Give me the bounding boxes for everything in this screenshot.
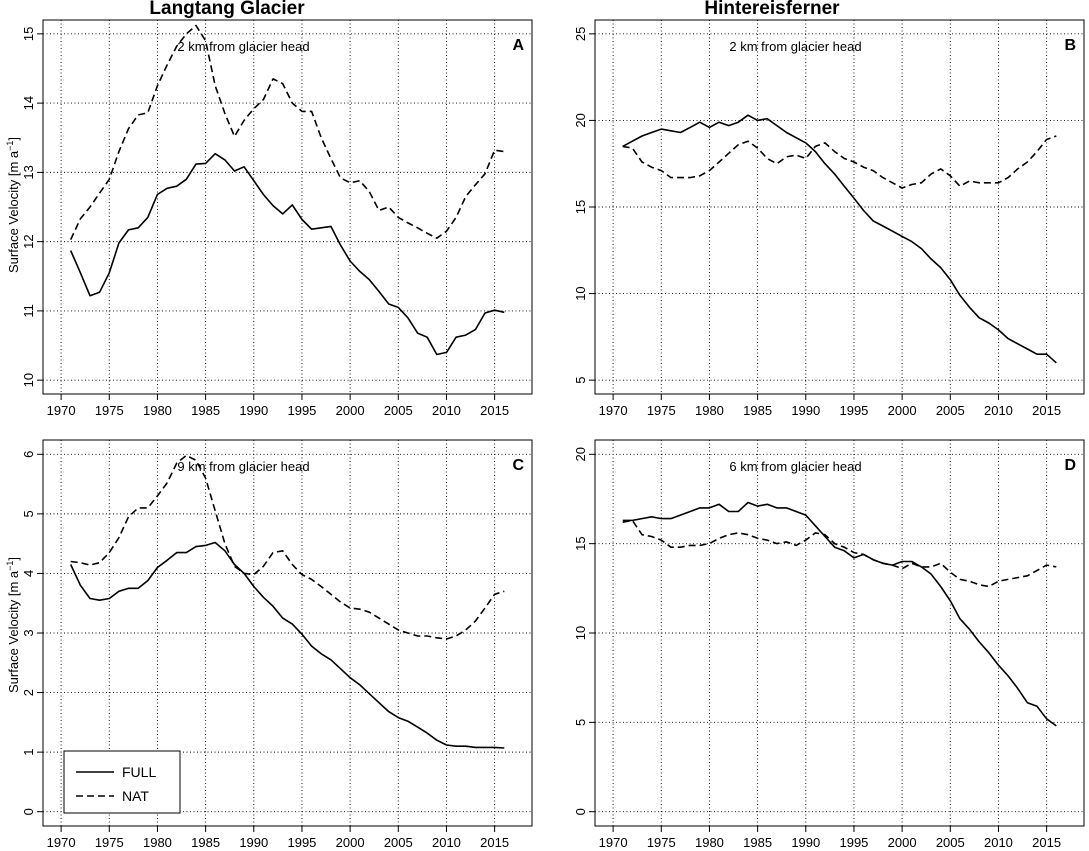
panel-label-d: D bbox=[1064, 457, 1076, 474]
x-tick-label: 1995 bbox=[839, 835, 868, 850]
x-tick-label: 2010 bbox=[432, 835, 461, 850]
y-tick-label: 0 bbox=[573, 808, 588, 815]
x-tick-label: 1970 bbox=[47, 835, 76, 850]
y-tick-label: 10 bbox=[573, 626, 588, 640]
y-axis-label-top: Surface Velocity [m a−1] bbox=[5, 137, 21, 273]
x-tick-label: 1970 bbox=[599, 835, 628, 850]
y-tick-label: 11 bbox=[21, 304, 36, 318]
panel-a: 1970 1975 1980 1985 1990 1995 2000 2005 2010 2015… bbox=[21, 19, 533, 418]
y-tick-label: 25 bbox=[573, 27, 588, 41]
annotation-a: 2 km from glacier head bbox=[177, 39, 309, 54]
x-tick-label: 1990 bbox=[239, 403, 268, 418]
y-tick-label: 5 bbox=[21, 510, 36, 517]
y-tick-label: 12 bbox=[21, 234, 36, 248]
x-tick-label: 2015 bbox=[1032, 835, 1061, 850]
y-tick-label: 4 bbox=[21, 570, 36, 577]
x-tick-label: 2005 bbox=[936, 835, 965, 850]
y-tick-label: 15 bbox=[573, 536, 588, 550]
x-tick-label: 1980 bbox=[695, 403, 724, 418]
x-tick-label: 2010 bbox=[984, 403, 1013, 418]
x-tick-label: 1975 bbox=[95, 403, 124, 418]
panel-c: 1970 1975 1980 1985 1990 1995 2000 2005 2010 2015… bbox=[21, 439, 533, 850]
column-title-langtang: Langtang Glacier bbox=[149, 0, 305, 19]
x-tick-label: 2005 bbox=[936, 403, 965, 418]
x-tick-label: 1995 bbox=[287, 835, 316, 850]
panel-d: 1970 1975 1980 1985 1990 1995 2000 2005 2010 2015… bbox=[573, 439, 1085, 850]
x-tick-label: 2015 bbox=[480, 835, 509, 850]
x-tick-label: 1995 bbox=[287, 403, 316, 418]
x-tick-label: 1975 bbox=[95, 835, 124, 850]
x-tick-label: 2000 bbox=[336, 403, 365, 418]
y-tick-label: 10 bbox=[573, 286, 588, 300]
plot-frame-c bbox=[42, 439, 533, 827]
x-tick-label: 2000 bbox=[888, 403, 917, 418]
y-tick-label: 14 bbox=[21, 96, 36, 110]
series-line-nat-b bbox=[622, 135, 1057, 189]
series-line-full-b bbox=[622, 114, 1057, 364]
y-tick-label: 3 bbox=[21, 629, 36, 636]
x-tick-label: 2015 bbox=[1032, 403, 1061, 418]
x-tick-label: 2005 bbox=[384, 835, 413, 850]
legend: FULL NAT bbox=[63, 750, 181, 814]
annotation-c: 9 km from glacier head bbox=[177, 459, 309, 474]
legend-box bbox=[63, 750, 181, 814]
plot-frame-a bbox=[42, 19, 533, 395]
plot-frame-d bbox=[594, 439, 1085, 827]
y-tick-label: 5 bbox=[573, 377, 588, 384]
y-tick-label: 13 bbox=[21, 165, 36, 179]
y-tick-label: 0 bbox=[21, 808, 36, 815]
y-tick-label: 20 bbox=[573, 447, 588, 461]
x-tick-label: 1990 bbox=[791, 403, 820, 418]
x-tick-label: 1980 bbox=[143, 835, 172, 850]
annotation-b: 2 km from glacier head bbox=[729, 39, 861, 54]
x-tick-label: 2015 bbox=[480, 403, 509, 418]
x-tick-label: 2000 bbox=[888, 835, 917, 850]
series-line-full-d bbox=[622, 501, 1057, 727]
y-tick-label: 2 bbox=[21, 689, 36, 696]
x-tick-label: 1995 bbox=[839, 403, 868, 418]
series-line-full-a bbox=[69, 152, 505, 356]
y-tick-label: 1 bbox=[21, 749, 36, 756]
x-tick-label: 2005 bbox=[384, 403, 413, 418]
y-tick-label: 6 bbox=[21, 451, 36, 458]
panel-label-b: B bbox=[1064, 37, 1076, 54]
y-tick-label: 5 bbox=[573, 719, 588, 726]
y-tick-label: 10 bbox=[21, 373, 36, 387]
panel-label-c: C bbox=[512, 457, 524, 474]
x-tick-label: 2010 bbox=[432, 403, 461, 418]
x-tick-label: 1980 bbox=[143, 403, 172, 418]
y-tick-label: 15 bbox=[573, 200, 588, 214]
legend-nat-label: NAT bbox=[122, 788, 149, 804]
x-tick-label: 1985 bbox=[743, 403, 772, 418]
x-tick-label: 1985 bbox=[743, 835, 772, 850]
x-tick-label: 1990 bbox=[239, 835, 268, 850]
series-line-full-c bbox=[69, 541, 505, 749]
y-tick-label: 15 bbox=[21, 27, 36, 41]
x-tick-label: 1975 bbox=[647, 403, 676, 418]
x-tick-label: 1985 bbox=[191, 403, 220, 418]
annotation-d: 6 km from glacier head bbox=[729, 459, 861, 474]
y-axis-label-bottom: Surface Velocity [m a−1] bbox=[5, 557, 21, 693]
plot-frame-b bbox=[594, 19, 1085, 395]
series-line-nat-a bbox=[69, 24, 505, 240]
series-line-nat-c bbox=[70, 454, 505, 640]
panel-label-a: A bbox=[512, 37, 524, 54]
x-tick-label: 1985 bbox=[191, 835, 220, 850]
column-title-hintereisferner: Hintereisferner bbox=[704, 0, 840, 19]
x-tick-label: 1970 bbox=[599, 403, 628, 418]
y-tick-label: 20 bbox=[573, 113, 588, 127]
legend-full-label: FULL bbox=[122, 764, 156, 780]
x-tick-label: 1975 bbox=[647, 835, 676, 850]
x-tick-label: 1990 bbox=[791, 835, 820, 850]
panel-b: 1970 1975 1980 1985 1990 1995 2000 2005 2010 2015… bbox=[573, 19, 1085, 418]
x-tick-label: 1980 bbox=[695, 835, 724, 850]
x-tick-label: 2000 bbox=[336, 835, 365, 850]
x-tick-label: 1970 bbox=[47, 403, 76, 418]
x-tick-label: 2010 bbox=[984, 835, 1013, 850]
series-line-nat-d bbox=[622, 519, 1057, 588]
